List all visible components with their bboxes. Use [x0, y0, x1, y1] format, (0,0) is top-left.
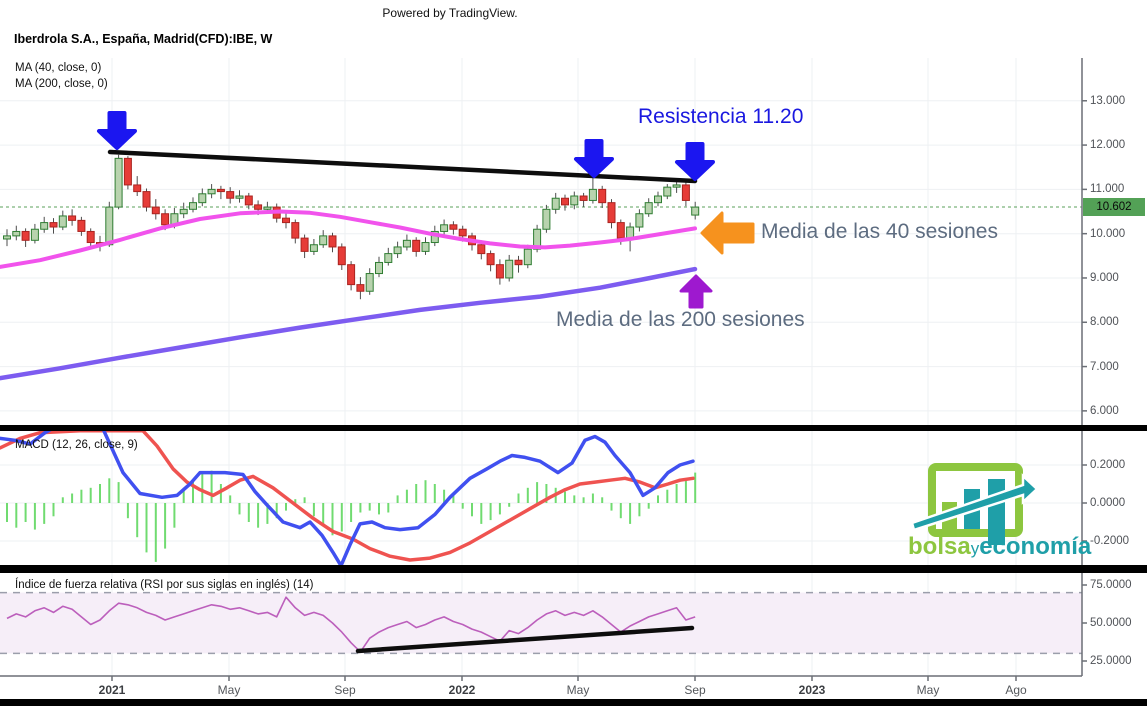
- time-axis-label: Sep: [334, 683, 356, 697]
- pane-divider-main-macd[interactable]: [0, 425, 1147, 431]
- price-axis-label: 9.000: [1090, 271, 1119, 284]
- ma40-indicator-label: MA (40, close, 0): [15, 62, 102, 74]
- resistance-trendline[interactable]: [107, 149, 698, 184]
- time-axis-label: May: [217, 683, 241, 697]
- orange-left-arrow-icon: [700, 211, 755, 255]
- last-price-label: 10.602: [1083, 198, 1145, 216]
- time-axis-label: 2023: [798, 683, 826, 697]
- blue-down-arrow-icon: [574, 139, 614, 178]
- blue-down-arrow-icon: [675, 142, 715, 181]
- logo-text-economia: economía: [979, 533, 1092, 560]
- macd-pane: [0, 431, 697, 565]
- rsi-axis-label: 75.0000: [1090, 579, 1132, 591]
- time-axis-label: Sep: [684, 683, 706, 697]
- resistance-annotation-text: Resistencia 11.20: [638, 105, 804, 128]
- rsi-trendline[interactable]: [355, 625, 695, 654]
- macd-indicator-label: MACD (12, 26, close, 9): [15, 439, 138, 451]
- macd-axis-label: -0.2000: [1090, 535, 1130, 547]
- rsi-axis-label: 25.0000: [1090, 655, 1132, 667]
- ma200-indicator-label: MA (200, close, 0): [15, 78, 108, 90]
- macd-axis-label: 0.0000: [1090, 497, 1126, 509]
- bolsayeconomia-logo: bolsayeconomía: [905, 458, 1091, 562]
- blue-arrows: [97, 111, 715, 181]
- time-axis-label: 2021: [98, 683, 126, 697]
- time-axis-label: May: [566, 683, 590, 697]
- bottom-border-bar: [0, 699, 1147, 706]
- price-axis-label: 10.000: [1090, 227, 1126, 240]
- symbol-title: Iberdrola S.A., España, Madrid(CFD):IBE,…: [14, 32, 273, 46]
- purple-up-arrow-icon: [679, 274, 713, 309]
- rsi-indicator-label: Índice de fuerza relativa (RSI por sus s…: [15, 579, 314, 591]
- moving-averages: [0, 209, 698, 381]
- powered-by-text: Powered by TradingView.: [382, 6, 518, 20]
- axes: [0, 58, 1087, 681]
- blue-down-arrow-icon: [97, 111, 137, 150]
- logo-wordmark: bolsayeconomía: [908, 533, 1091, 562]
- macd-axis-label: 0.2000: [1090, 459, 1126, 471]
- time-axis-label: May: [916, 683, 940, 697]
- logo-text-y: y: [970, 539, 980, 558]
- gridlines: [0, 58, 1082, 676]
- price-axis-label: 12.000: [1090, 139, 1126, 152]
- time-axis-label: Ago: [1005, 683, 1027, 697]
- rsi-axis-label: 50.0000: [1090, 617, 1132, 629]
- rsi-pane: [6, 596, 696, 654]
- price-axis-label: 8.000: [1090, 316, 1119, 329]
- time-axis-label: 2022: [448, 683, 476, 697]
- logo-arrow-icon: [910, 473, 1039, 532]
- logo-text-bolsa: bolsa: [908, 533, 971, 560]
- price-axis-label: 6.000: [1090, 404, 1119, 417]
- ma40-annotation-text: Media de las 40 sesiones: [761, 220, 998, 243]
- rsi-band: [0, 591, 1082, 655]
- price-axis-label: 11.000: [1090, 183, 1125, 196]
- pane-divider-macd-rsi[interactable]: [0, 565, 1147, 573]
- ma200-annotation-text: Media de las 200 sesiones: [556, 308, 805, 331]
- price-axis-label: 7.000: [1090, 360, 1119, 373]
- price-axis-label: 13.000: [1090, 94, 1126, 107]
